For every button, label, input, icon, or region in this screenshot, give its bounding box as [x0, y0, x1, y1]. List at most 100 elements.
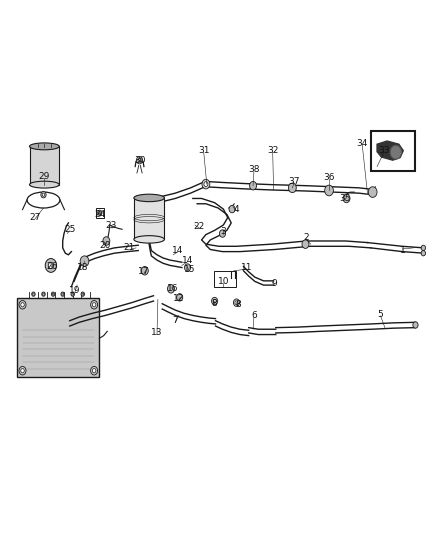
Text: 11: 11 [241, 263, 252, 272]
Circle shape [229, 205, 235, 213]
Text: 1: 1 [399, 246, 405, 255]
Circle shape [302, 240, 309, 248]
Circle shape [42, 293, 44, 295]
Text: 37: 37 [288, 177, 300, 186]
Text: 2: 2 [304, 233, 309, 242]
Circle shape [184, 264, 191, 271]
Bar [17, 298, 99, 377]
Circle shape [250, 181, 257, 190]
Text: 32: 32 [267, 146, 279, 155]
Bar [96, 208, 104, 217]
Circle shape [213, 299, 216, 303]
Circle shape [32, 293, 34, 295]
Text: 7: 7 [173, 316, 178, 325]
Circle shape [99, 212, 101, 214]
Circle shape [421, 251, 426, 256]
Circle shape [80, 256, 89, 266]
Text: 35: 35 [339, 194, 350, 203]
Circle shape [288, 183, 296, 192]
Text: 10: 10 [218, 277, 229, 286]
Circle shape [235, 301, 238, 304]
Text: 18: 18 [77, 263, 88, 272]
Circle shape [177, 294, 183, 301]
Text: 12: 12 [173, 294, 184, 303]
Text: 31: 31 [198, 146, 209, 155]
Text: 34: 34 [357, 139, 368, 148]
Text: 22: 22 [194, 222, 205, 231]
Bar [134, 198, 164, 239]
Text: 6: 6 [251, 311, 257, 320]
Circle shape [141, 266, 148, 275]
Text: 16: 16 [167, 284, 179, 293]
Circle shape [21, 368, 24, 373]
Circle shape [421, 245, 426, 251]
Circle shape [61, 292, 64, 296]
Circle shape [51, 292, 55, 296]
Circle shape [19, 367, 26, 375]
Text: 8: 8 [235, 300, 240, 309]
Circle shape [325, 185, 333, 196]
Circle shape [98, 210, 102, 215]
Circle shape [82, 293, 84, 295]
Text: 25: 25 [64, 225, 75, 234]
Circle shape [72, 293, 74, 295]
Text: 33: 33 [378, 146, 390, 155]
Circle shape [219, 230, 226, 237]
Text: 3: 3 [220, 228, 226, 237]
Text: 30: 30 [134, 156, 145, 165]
Text: 14: 14 [182, 256, 193, 264]
Circle shape [103, 237, 110, 245]
Circle shape [91, 301, 98, 309]
Circle shape [45, 259, 57, 272]
Ellipse shape [29, 181, 59, 188]
Circle shape [52, 293, 54, 295]
Bar [371, 131, 415, 171]
Polygon shape [377, 141, 403, 160]
Circle shape [138, 158, 141, 162]
Text: 36: 36 [323, 173, 335, 182]
Circle shape [42, 193, 45, 196]
Circle shape [343, 194, 350, 203]
Circle shape [233, 299, 240, 306]
Text: 20: 20 [99, 241, 110, 250]
Circle shape [71, 292, 74, 296]
Circle shape [32, 292, 35, 296]
Circle shape [390, 146, 402, 159]
Text: 14: 14 [172, 246, 183, 255]
Ellipse shape [29, 143, 59, 150]
Ellipse shape [134, 194, 164, 201]
Circle shape [19, 301, 26, 309]
Text: 23: 23 [106, 221, 117, 230]
Circle shape [137, 157, 143, 164]
Text: 4: 4 [233, 205, 239, 214]
Text: 21: 21 [124, 244, 135, 253]
Circle shape [42, 292, 45, 296]
Text: 13: 13 [151, 328, 163, 337]
Circle shape [368, 187, 377, 197]
Circle shape [202, 179, 210, 189]
Circle shape [212, 297, 218, 305]
Text: 27: 27 [29, 213, 40, 222]
Ellipse shape [134, 236, 164, 243]
Circle shape [204, 182, 208, 187]
Circle shape [48, 262, 53, 269]
Text: 26: 26 [46, 262, 58, 271]
Circle shape [81, 292, 85, 296]
Circle shape [62, 293, 64, 295]
Circle shape [167, 285, 174, 293]
Text: 5: 5 [378, 310, 383, 319]
Text: 19: 19 [69, 286, 81, 295]
Circle shape [92, 368, 96, 373]
Circle shape [92, 303, 96, 307]
Text: 29: 29 [39, 172, 50, 181]
Circle shape [413, 322, 418, 328]
Text: 8: 8 [211, 299, 217, 308]
Bar [214, 271, 237, 287]
Circle shape [91, 367, 98, 375]
Text: 24: 24 [95, 210, 106, 219]
Text: 9: 9 [272, 279, 277, 288]
Text: 15: 15 [184, 265, 195, 273]
Circle shape [21, 303, 24, 307]
Bar [29, 147, 59, 184]
Circle shape [41, 191, 46, 198]
